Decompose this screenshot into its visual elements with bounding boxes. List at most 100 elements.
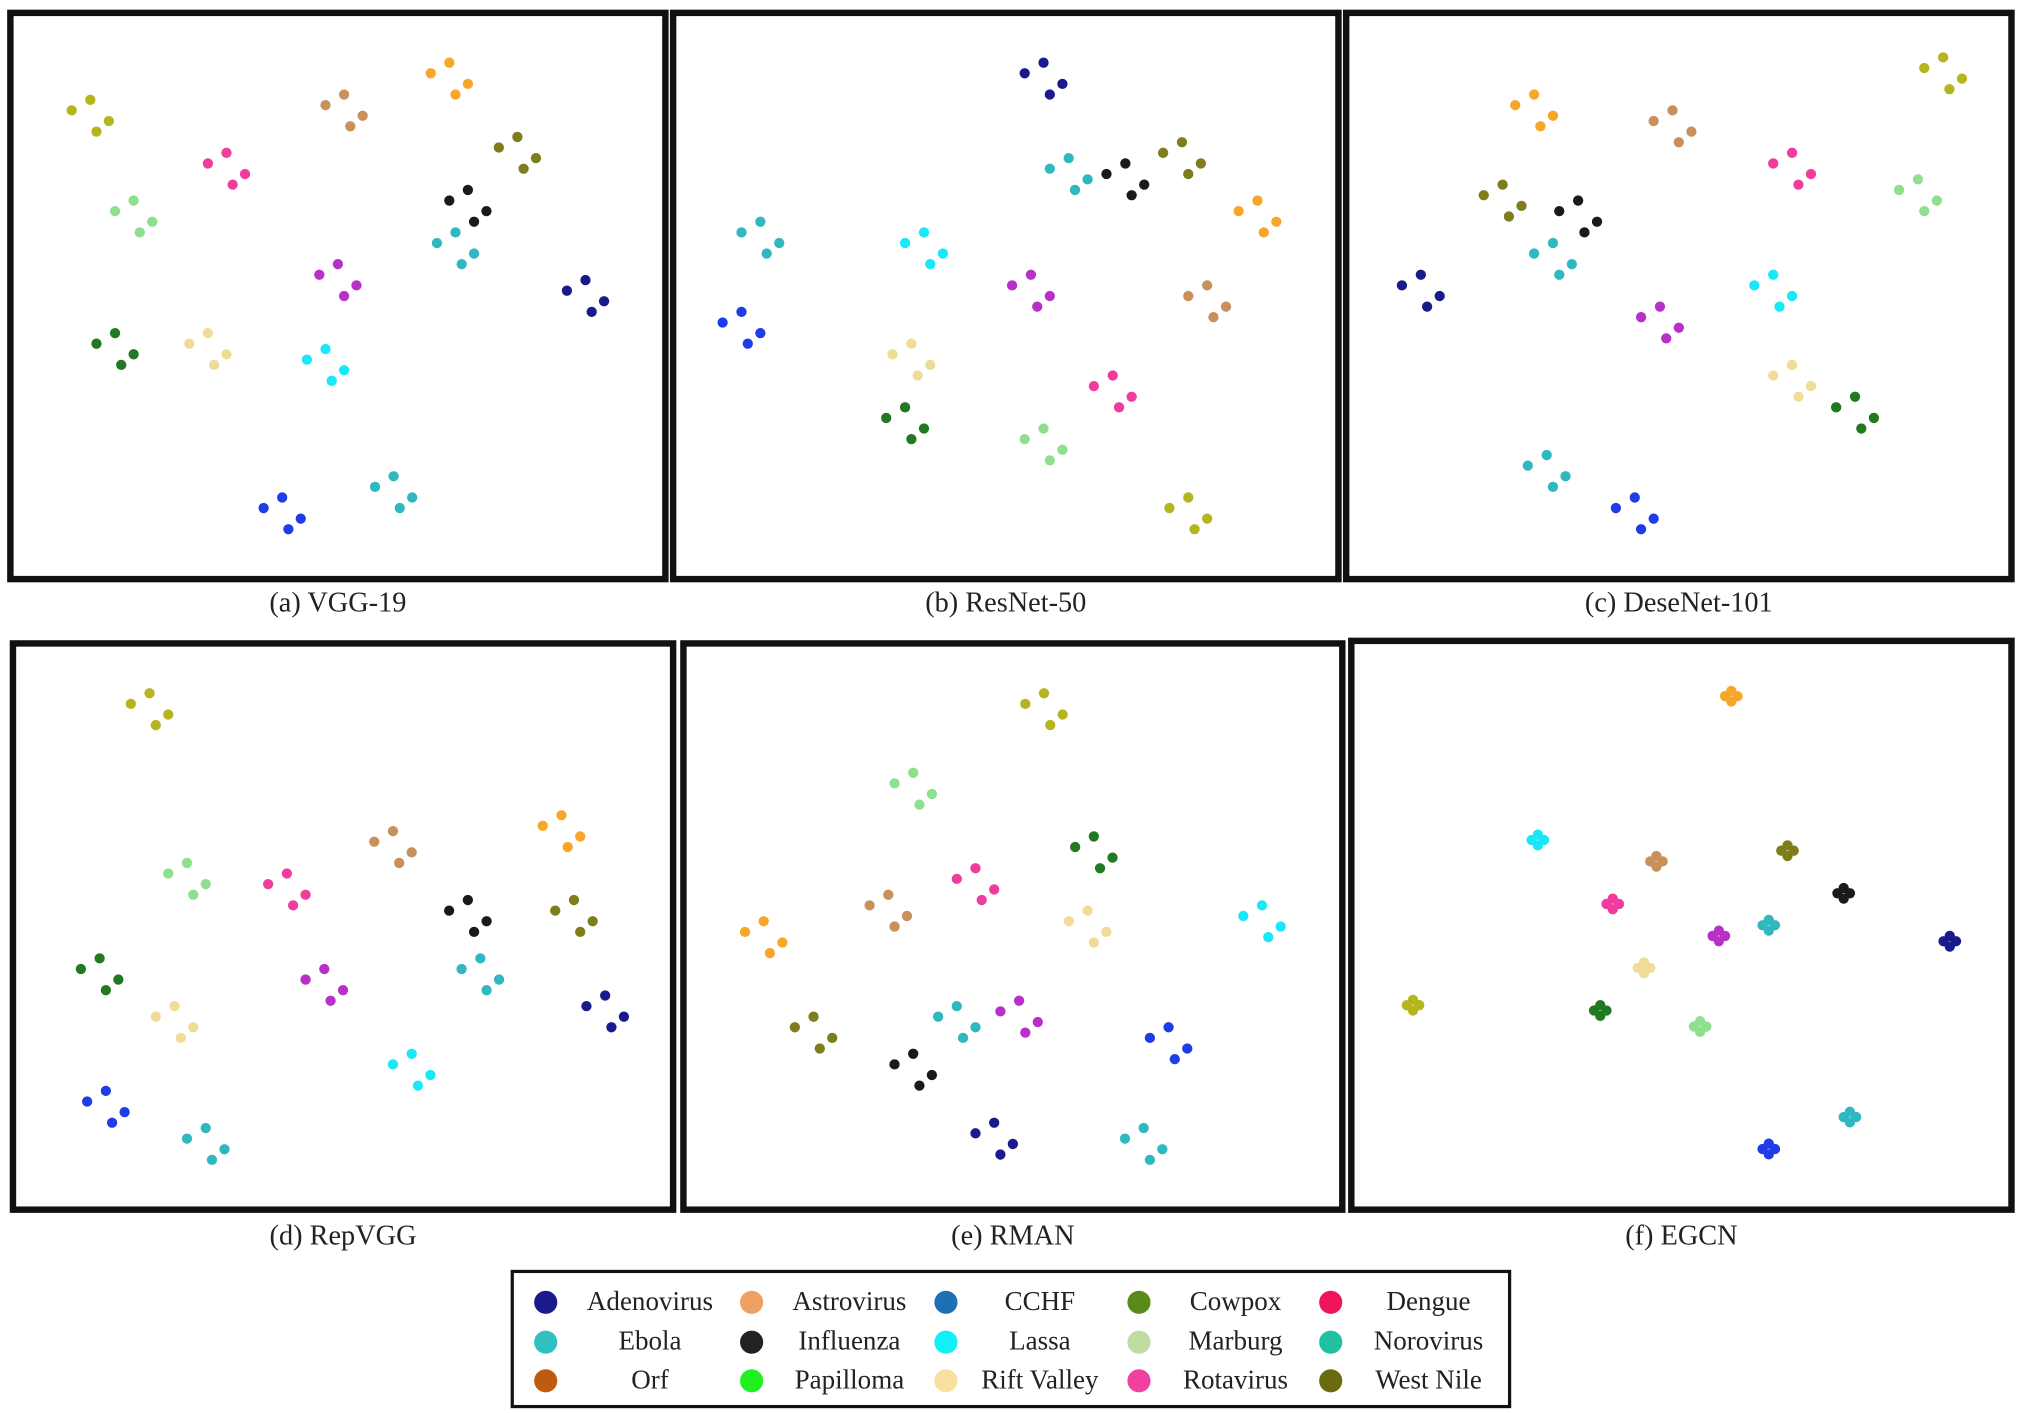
point — [369, 481, 381, 493]
point — [462, 184, 474, 196]
point — [338, 365, 350, 376]
point — [1648, 513, 1659, 524]
point — [206, 1154, 218, 1165]
point — [1094, 863, 1106, 874]
point — [1572, 195, 1584, 206]
point — [75, 963, 87, 975]
point — [1554, 269, 1565, 280]
point — [1516, 200, 1527, 211]
point — [1019, 433, 1030, 445]
point — [1220, 301, 1232, 312]
point — [1944, 84, 1955, 95]
point — [326, 375, 337, 386]
point — [1189, 524, 1200, 535]
panel-caption: (c) DeseNet-101 — [1585, 587, 1773, 618]
point — [456, 963, 467, 975]
point — [1101, 926, 1112, 938]
point — [550, 905, 561, 916]
point — [407, 492, 418, 503]
point — [1119, 1133, 1131, 1144]
point — [739, 926, 751, 938]
point — [789, 1022, 801, 1033]
point — [970, 1128, 981, 1139]
point — [1749, 280, 1760, 291]
point — [208, 359, 220, 371]
point — [1651, 861, 1662, 872]
point — [1144, 1032, 1156, 1044]
point — [914, 799, 925, 810]
point — [387, 1059, 399, 1070]
point — [1169, 1053, 1180, 1065]
point — [320, 99, 331, 111]
point — [1541, 449, 1552, 461]
point — [1107, 852, 1118, 863]
point — [989, 884, 1000, 895]
point — [221, 349, 232, 360]
legend-swatch — [934, 1369, 958, 1393]
point — [580, 274, 591, 286]
point — [227, 179, 238, 190]
point — [1793, 179, 1804, 190]
point — [887, 349, 898, 360]
panel-caption: (d) RepVGG — [270, 1220, 417, 1251]
point — [468, 248, 480, 259]
point — [100, 1085, 112, 1097]
point — [351, 280, 362, 291]
point — [332, 259, 344, 270]
point — [1256, 900, 1268, 911]
panel-frame — [669, 9, 1342, 583]
point — [338, 290, 350, 302]
panel-frame — [680, 640, 1346, 1213]
point — [1591, 216, 1603, 227]
point — [1830, 402, 1842, 413]
point — [562, 841, 573, 853]
point — [1057, 709, 1068, 720]
point — [598, 296, 610, 307]
point — [1063, 152, 1074, 164]
point — [163, 709, 174, 720]
point — [881, 412, 892, 424]
point — [113, 974, 124, 985]
point — [1793, 391, 1804, 402]
point — [912, 370, 923, 381]
point — [1415, 269, 1426, 280]
point — [1020, 1027, 1031, 1038]
point — [1579, 227, 1590, 238]
point — [1032, 301, 1043, 312]
panel-frame — [7, 9, 669, 583]
point — [1856, 423, 1867, 434]
point — [1421, 301, 1433, 312]
point — [899, 237, 911, 249]
point — [85, 94, 96, 105]
point — [119, 1106, 130, 1118]
legend-label: Rotavirus — [1183, 1364, 1288, 1394]
legend-swatch — [1319, 1330, 1343, 1354]
point — [1726, 696, 1737, 707]
point — [932, 1011, 944, 1022]
point — [918, 423, 930, 434]
point — [537, 820, 548, 831]
legend-swatch — [1319, 1369, 1343, 1393]
point — [462, 894, 474, 906]
point — [1673, 137, 1684, 148]
point — [388, 471, 399, 482]
point — [1566, 259, 1577, 270]
legend-swatch — [1127, 1369, 1151, 1393]
point — [387, 825, 399, 837]
point — [1956, 73, 1968, 84]
point — [1038, 688, 1050, 699]
point — [444, 195, 455, 206]
legend-label: Marburg — [1188, 1326, 1282, 1356]
point — [181, 1133, 193, 1144]
point — [1396, 280, 1408, 291]
point — [889, 921, 900, 932]
legend-swatch — [534, 1290, 558, 1314]
panel-caption: (e) RMAN — [951, 1220, 1074, 1251]
point — [188, 889, 199, 900]
point — [1144, 1154, 1156, 1165]
point — [1528, 89, 1540, 100]
point — [1202, 280, 1213, 291]
point — [425, 68, 436, 79]
point — [925, 359, 936, 371]
